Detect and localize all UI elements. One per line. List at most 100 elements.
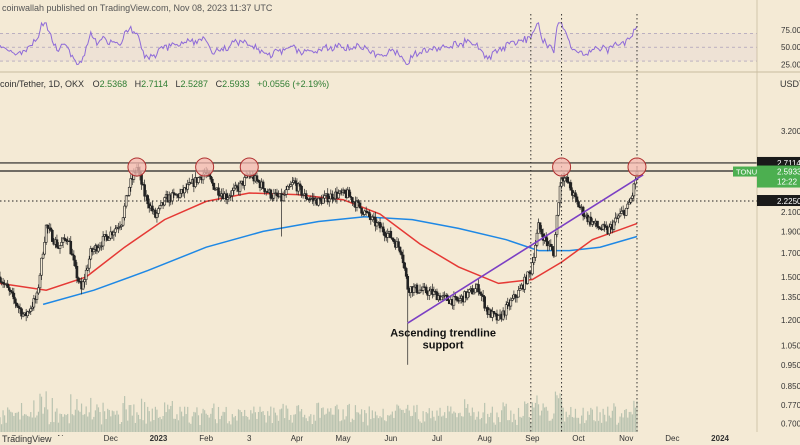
volume-bar <box>474 419 477 432</box>
candle-body <box>389 230 393 239</box>
volume-bar <box>459 412 461 432</box>
candle-body <box>120 224 123 227</box>
volume-bar <box>127 420 129 432</box>
volume-bar <box>422 411 424 432</box>
volume-bar <box>359 414 361 432</box>
volume-bar <box>367 425 369 432</box>
candle-body <box>418 289 422 294</box>
candle-body <box>526 271 530 284</box>
volume-bar <box>385 421 387 432</box>
candle-body <box>517 289 520 298</box>
candle-body <box>331 193 334 200</box>
candle-body <box>217 187 220 196</box>
volume-bar <box>447 405 449 432</box>
candle-body <box>491 311 494 318</box>
rsi-tick-label: 25.00 <box>781 61 800 70</box>
candle-body <box>472 291 476 295</box>
price-tick-label: 3.2000 <box>781 127 800 136</box>
volume-bar <box>294 414 297 432</box>
volume-bar <box>440 416 443 432</box>
volume-bar <box>27 415 29 432</box>
volume-bar <box>590 407 592 432</box>
annotation-text: support <box>423 340 464 352</box>
volume-bar <box>524 401 526 432</box>
candle-body <box>551 246 554 251</box>
volume-bar <box>476 416 478 432</box>
volume-bar <box>494 424 497 432</box>
candle-body <box>51 230 54 242</box>
last-price-countdown: 12:22 <box>777 178 798 187</box>
volume-bar <box>62 416 64 432</box>
rsi-tick-label: 50.00 <box>781 43 800 52</box>
volume-bar <box>419 421 421 432</box>
candle-body <box>332 198 336 200</box>
volume-bar <box>487 413 489 432</box>
candle-body <box>112 231 116 236</box>
volume-bar <box>325 413 327 432</box>
volume-bar <box>280 408 283 432</box>
volume-bar <box>60 414 63 432</box>
volume-bar <box>102 402 104 432</box>
volume-bar <box>627 417 629 432</box>
volume-bar <box>199 425 201 432</box>
volume-bar <box>631 414 633 432</box>
volume-bar <box>44 407 46 432</box>
volume-bar <box>551 418 553 432</box>
volume-bar <box>584 423 586 432</box>
volume-bar <box>184 406 186 432</box>
last-price-box <box>757 165 800 188</box>
resistance-touch-circle <box>627 157 647 177</box>
candle-body <box>291 182 294 186</box>
candle-body <box>492 311 496 314</box>
volume-bar <box>327 408 329 432</box>
volume-bar <box>37 411 40 432</box>
volume-bar <box>67 413 69 432</box>
volume-bar <box>130 404 132 432</box>
volume-bar <box>508 420 510 432</box>
candle-body <box>9 290 13 292</box>
volume-bar <box>274 412 277 432</box>
candle-body <box>74 259 77 267</box>
volume-bar <box>131 415 133 432</box>
ema-red-line <box>0 192 638 291</box>
candle-body <box>601 224 605 230</box>
volume-bar <box>107 408 109 432</box>
candle-body <box>229 195 233 197</box>
candle-body <box>406 275 410 290</box>
volume-bar <box>599 412 601 432</box>
volume-bar <box>228 421 230 432</box>
volume-bar <box>305 418 307 432</box>
volume-bar <box>453 411 455 432</box>
volume-bar <box>317 402 320 432</box>
candle-body <box>11 291 14 294</box>
volume-bar <box>510 410 512 432</box>
volume-bar <box>171 400 173 432</box>
open-value: 2.5368 <box>100 79 128 89</box>
symbol-line: coin/Tether, 1D, OKX <box>0 79 84 89</box>
volume-bar <box>56 408 58 432</box>
candle-body <box>604 226 608 228</box>
time-tick-label: Jun <box>384 434 397 443</box>
time-tick-label: Sep <box>525 434 540 443</box>
volume-bar <box>210 413 212 432</box>
volume-bar <box>542 403 544 432</box>
candle-body <box>7 287 11 291</box>
volume-bar <box>484 402 486 432</box>
candle-body <box>123 205 126 219</box>
volume-bar <box>259 406 261 432</box>
volume-bar <box>399 408 401 432</box>
volume-bar <box>253 406 255 432</box>
candle-body <box>343 189 346 194</box>
axes: 3.2000 2.1000 1.9000 1.7000 1.5000 1.3500 1.20… <box>11 0 800 443</box>
volume-bar <box>544 407 546 432</box>
candle-body <box>155 213 159 218</box>
candle-body <box>612 221 616 230</box>
volume-bar <box>330 408 332 432</box>
candle-body <box>43 241 46 255</box>
volume-bar <box>610 417 612 432</box>
volume-bar <box>208 417 210 432</box>
volume-bar <box>82 414 84 432</box>
candle-body <box>71 253 74 256</box>
candle-body <box>38 274 42 289</box>
